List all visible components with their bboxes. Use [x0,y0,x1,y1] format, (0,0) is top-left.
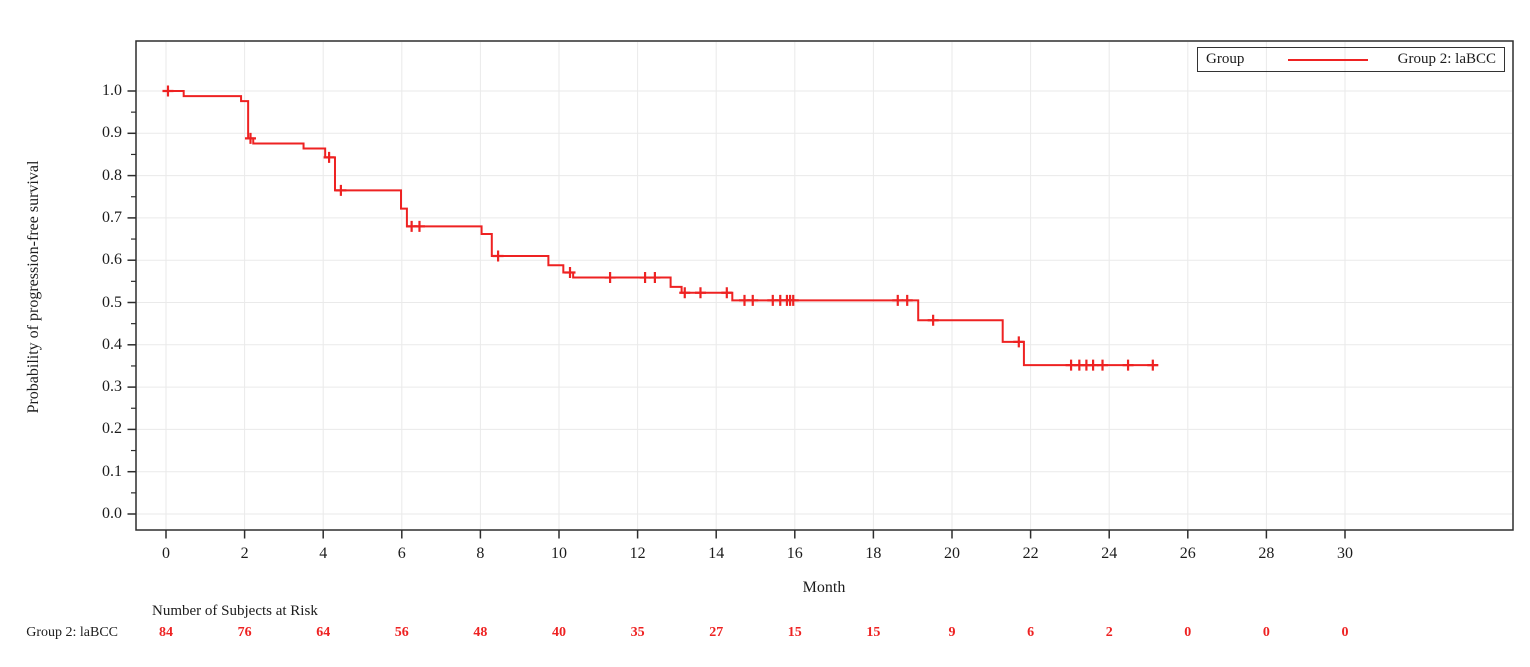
x-axis-title: Month [802,579,846,596]
censor-mark [892,294,904,306]
censor-mark [927,314,939,326]
risk-count: 27 [709,625,724,640]
censor-mark [747,294,759,306]
y-tick-label: 0.3 [102,378,122,396]
y-tick-label: 0.9 [102,124,122,142]
y-tick-label: 0.2 [102,420,122,438]
x-tick-label: 4 [319,545,328,562]
censor-mark [604,272,616,284]
risk-count: 64 [316,625,331,640]
risk-count: 84 [159,625,173,640]
y-tick-label: 0.8 [102,166,122,184]
censor-mark [1087,359,1099,371]
x-tick-label: 14 [708,545,725,562]
censor-mark [335,184,347,196]
x-tick-label: 22 [1022,545,1039,562]
censor-mark [162,85,174,97]
x-tick-label: 10 [551,545,567,562]
x-tick-label: 2 [240,545,249,562]
risk-count: 15 [787,625,802,640]
censor-mark [649,272,661,284]
y-tick-label: 1.0 [102,82,122,99]
risk-count: 15 [866,625,881,640]
x-tick-label: 30 [1337,545,1353,562]
y-axis-title: Probability of progression-free survival [25,160,42,414]
x-tick-label: 6 [397,545,406,562]
x-tick-label: 20 [944,545,960,562]
y-tick-label: 0.4 [102,335,122,353]
censor-mark [492,250,504,262]
censor-mark [1147,359,1159,371]
risk-count: 56 [394,625,409,640]
censor-mark [564,266,576,278]
risk-count: 76 [237,625,252,640]
x-tick-label: 12 [629,545,646,562]
censor-mark [1122,359,1134,371]
risk-count: 48 [473,625,488,640]
legend-line-sample-icon [1288,58,1369,61]
censor-mark [1013,336,1025,348]
legend: Group Group 2: laBCC [1197,47,1505,72]
risk-count: 9 [948,625,956,640]
censor-mark [639,272,651,284]
censor-mark [901,294,913,306]
x-tick-label: 0 [162,545,170,562]
y-tick-label: 0.5 [102,293,122,311]
censor-mark [1097,359,1109,371]
plot-frame [135,40,1514,531]
y-tick-label: 0.6 [102,251,122,269]
risk-count: 2 [1105,625,1113,640]
risk-count: 0 [1262,625,1270,640]
x-tick-label: 26 [1179,545,1196,562]
x-tick-label: 24 [1101,545,1118,562]
censor-mark [323,151,335,163]
censor-mark [679,287,691,299]
risk-count: 35 [630,625,645,640]
legend-entry-label: Group 2: laBCC [1397,51,1496,67]
x-tick-label: 8 [476,545,485,562]
y-tick-label: 0.7 [102,208,122,226]
x-tick-label: 18 [865,545,882,562]
km-step-curve [166,90,1158,367]
risk-table-title: Number of Subjects at Risk [152,603,318,619]
risk-count: 40 [552,625,566,640]
censor-mark [413,220,425,232]
censor-mark [787,294,799,306]
censor-mark [721,287,733,299]
risk-count: 0 [1341,625,1349,640]
legend-title: Group [1206,51,1245,67]
x-tick-label: 16 [786,545,803,562]
y-tick-label: 0.0 [102,505,122,522]
risk-count: 6 [1027,625,1035,640]
censor-mark [244,132,256,144]
censor-mark [694,287,706,299]
x-tick-label: 28 [1258,545,1275,562]
risk-row-label: Group 2: laBCC [26,625,118,640]
risk-count: 0 [1184,625,1192,640]
y-tick-label: 0.1 [102,462,122,480]
